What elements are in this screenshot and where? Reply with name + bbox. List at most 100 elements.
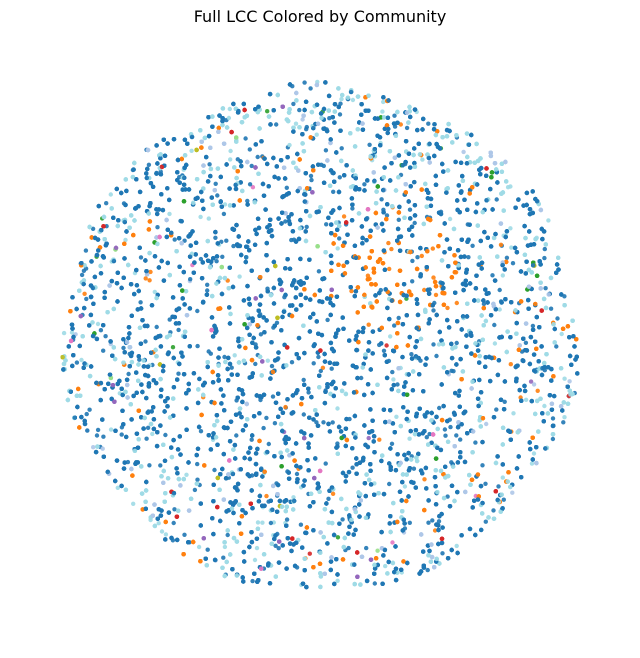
node-point [291, 101, 296, 107]
node-point [554, 344, 559, 349]
node-point [249, 437, 254, 442]
node-point [424, 435, 429, 440]
node-point [301, 412, 306, 417]
node-point [226, 115, 232, 121]
node-point [79, 357, 84, 363]
node-point [326, 496, 331, 501]
node-point [497, 287, 502, 293]
node-point [119, 432, 124, 437]
node-point [528, 379, 534, 384]
node-point [311, 361, 316, 366]
node-point [366, 435, 371, 441]
node-point [144, 436, 149, 441]
node-point [381, 348, 387, 353]
node-point [231, 243, 236, 249]
node-point [95, 321, 101, 327]
node-point [104, 201, 109, 206]
node-point [195, 477, 200, 482]
node-point [182, 532, 187, 537]
node-point [466, 255, 471, 260]
node-point [250, 185, 256, 190]
node-point [523, 340, 529, 345]
node-point [402, 484, 408, 489]
node-point [349, 288, 354, 294]
node-point [87, 407, 92, 412]
node-point [454, 300, 459, 306]
node-point [207, 162, 212, 167]
node-point [396, 217, 401, 222]
node-point [497, 307, 502, 312]
node-point [436, 519, 442, 524]
node-point [431, 308, 436, 313]
node-point [264, 415, 269, 421]
node-point [562, 415, 567, 420]
node-point [442, 427, 448, 432]
node-point [250, 578, 255, 584]
node-point [126, 371, 131, 377]
node-point [214, 259, 219, 264]
node-point [407, 207, 413, 212]
node-point [437, 405, 442, 411]
node-point [254, 545, 260, 551]
node-point [430, 518, 435, 523]
node-point [454, 340, 459, 346]
node-point [359, 375, 364, 381]
node-point [542, 403, 547, 409]
node-point [432, 528, 438, 533]
node-point [91, 445, 96, 450]
node-point [232, 353, 237, 358]
node-point [101, 434, 106, 439]
node-point [323, 461, 328, 466]
node-point [396, 315, 401, 321]
node-point [392, 113, 397, 118]
node-point [195, 308, 200, 314]
node-point [208, 351, 213, 356]
node-point [192, 487, 198, 493]
node-point [155, 225, 160, 230]
node-point [316, 269, 322, 274]
node-point [308, 86, 313, 91]
node-point [422, 477, 427, 482]
node-point [224, 238, 229, 243]
node-point [184, 472, 189, 477]
node-point [228, 157, 233, 162]
node-point [509, 245, 514, 250]
node-point [330, 420, 335, 425]
node-point [331, 189, 336, 194]
node-point [508, 226, 513, 231]
node-point [318, 368, 323, 374]
node-point [337, 236, 342, 241]
node-point [297, 107, 302, 113]
node-point [350, 465, 355, 470]
node-point [511, 411, 516, 416]
node-point [535, 388, 540, 393]
node-point [304, 224, 309, 230]
node-point [562, 376, 567, 381]
node-point [415, 255, 420, 260]
node-point [137, 357, 142, 362]
node-point [247, 182, 253, 187]
node-point [90, 226, 96, 231]
node-point [389, 441, 395, 446]
node-point [229, 365, 234, 370]
node-point [225, 278, 230, 283]
node-point [84, 296, 89, 302]
node-point [163, 432, 168, 438]
node-point [430, 246, 435, 251]
node-point [302, 80, 307, 85]
node-point [115, 485, 121, 490]
node-point [265, 358, 270, 363]
node-point [483, 519, 488, 524]
node-point [147, 278, 152, 283]
node-point [392, 323, 397, 328]
node-point [195, 343, 200, 349]
node-point [445, 494, 450, 499]
node-point [337, 112, 343, 117]
node-point [307, 551, 312, 556]
node-point [431, 275, 436, 280]
node-point [255, 154, 260, 160]
node-point [158, 463, 163, 468]
node-point [234, 433, 239, 438]
node-point [176, 371, 181, 376]
node-point [510, 490, 515, 495]
